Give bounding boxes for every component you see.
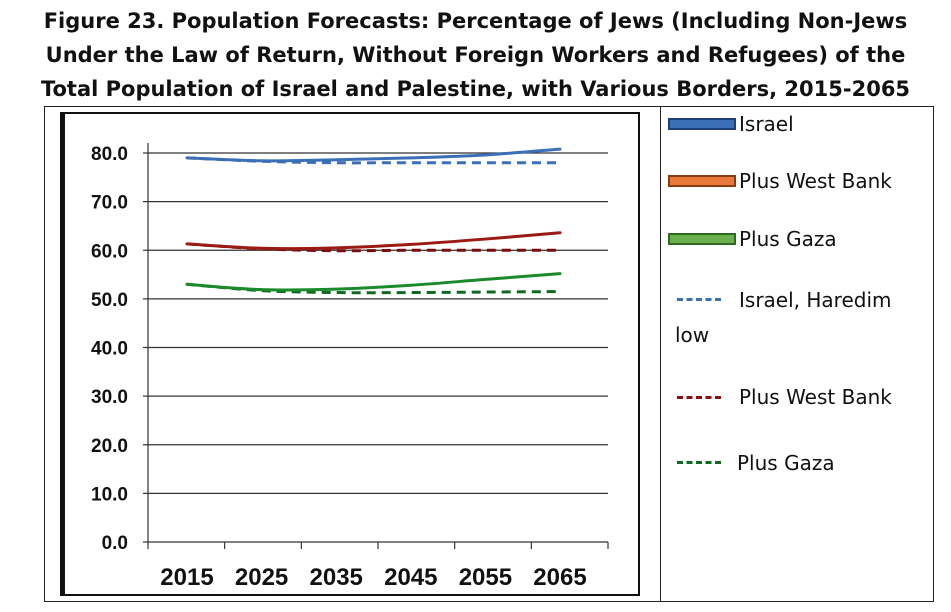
- x-tick-label: 2025: [235, 564, 288, 591]
- y-tick-label: 70.0: [91, 193, 128, 214]
- y-tick-label: 30.0: [91, 387, 128, 408]
- y-tick-label: 40.0: [91, 339, 128, 360]
- legend-swatch-plus-gaza: [668, 233, 736, 245]
- y-tick-label: 50.0: [91, 290, 128, 311]
- legend-label-plus-gaza-dashed: Plus Gaza: [737, 451, 835, 475]
- legend-dash-plus-west-bank: [677, 396, 721, 399]
- y-tick-label: 80.0: [91, 144, 128, 165]
- legend-label-plus-west-bank: Plus West Bank: [739, 169, 892, 193]
- legend-label-israel-haredim-low-line2: low: [675, 323, 710, 347]
- legend-label-plus-west-bank-dashed: Plus West Bank: [739, 385, 892, 409]
- legend-dash-israel-haredim-low: [677, 298, 721, 301]
- x-tick-label: 2045: [384, 564, 437, 591]
- series-line-israel: [185, 147, 562, 163]
- legend-dash-plus-gaza: [677, 461, 721, 464]
- x-tick-label: 2035: [310, 564, 363, 591]
- y-tick-label: 60.0: [91, 241, 128, 262]
- series-line-plus-gaza: [185, 272, 562, 292]
- y-tick-label: 0.0: [102, 533, 128, 554]
- legend-swatch-israel: [668, 118, 736, 130]
- legend-label-israel: Israel: [739, 112, 794, 136]
- y-tick-label: 20.0: [91, 436, 128, 457]
- legend-swatch-plus-west-bank: [668, 175, 736, 187]
- series-line-plus-west-bank: [185, 231, 562, 251]
- plot-frame: [60, 112, 640, 596]
- chart-title: Figure 23. Population Forecasts: Percent…: [0, 4, 951, 106]
- title-line-1: Figure 23. Population Forecasts: Percent…: [43, 9, 908, 33]
- legend-label-israel-haredim-low-line1: Israel, Haredim: [739, 288, 892, 312]
- x-tick-label: 2015: [160, 564, 213, 591]
- title-line-2: Under the Law of Return, Without Foreign…: [45, 43, 906, 67]
- legend-label-plus-gaza: Plus Gaza: [739, 227, 837, 251]
- x-tick-label: 2065: [533, 564, 586, 591]
- legend-divider: [660, 106, 661, 602]
- y-tick-label: 10.0: [91, 484, 128, 505]
- x-tick-label: 2055: [459, 564, 512, 591]
- title-line-3: Total Population of Israel and Palestine…: [40, 77, 911, 101]
- chart-container: [44, 106, 934, 602]
